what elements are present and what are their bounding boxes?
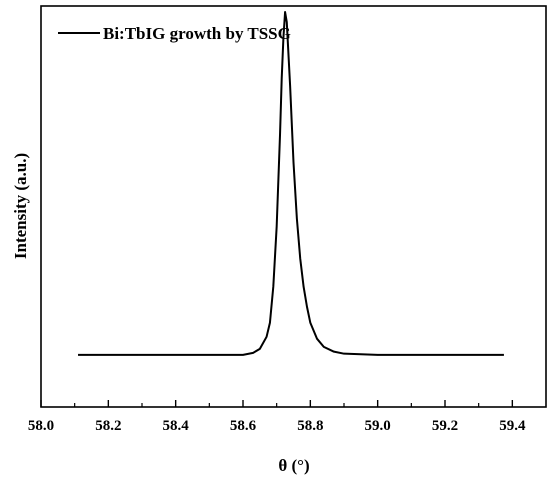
- series-layer: [78, 11, 504, 356]
- x-tick-label: 58.6: [230, 418, 257, 434]
- legend: Bi:TbIG growth by TSSG: [58, 24, 291, 43]
- series-line: [78, 11, 504, 356]
- x-axis-title: θ (°): [278, 456, 309, 475]
- x-tick-label: 58.0: [28, 418, 54, 434]
- plot-frame: [40, 5, 547, 408]
- x-tick-label: 59.4: [499, 418, 526, 434]
- x-tick-label: 58.8: [297, 418, 323, 434]
- x-axis-ticks: 58.0 58.2 58.4 58.6 58.8 59.0 59.2 59.4: [28, 400, 526, 434]
- x-tick-label: 58.2: [95, 418, 121, 434]
- legend-label: Bi:TbIG growth by TSSG: [103, 24, 291, 43]
- x-tick-label: 58.4: [163, 418, 190, 434]
- y-axis-title: Intensity (a.u.): [11, 153, 30, 259]
- x-tick-label: 59.0: [365, 418, 391, 434]
- x-tick-label: 59.2: [432, 418, 458, 434]
